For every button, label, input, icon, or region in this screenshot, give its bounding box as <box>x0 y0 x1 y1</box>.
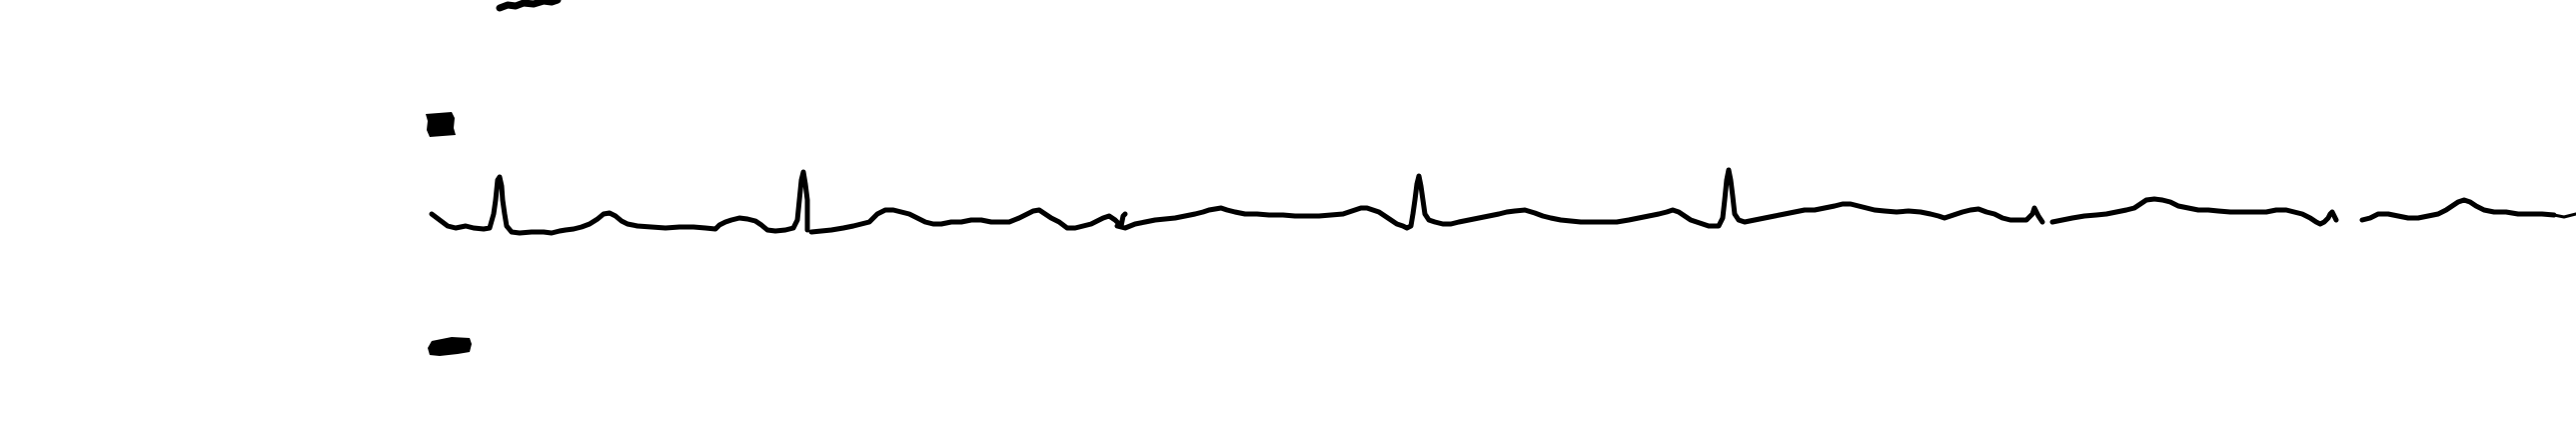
right-edge-trace-fragment <box>2552 212 2576 219</box>
calibration-marker-top <box>426 112 456 137</box>
calibration-marker-bottom <box>428 337 472 356</box>
top-trace-fragment <box>496 0 562 12</box>
ecg-rhythm-trace <box>429 167 2557 236</box>
